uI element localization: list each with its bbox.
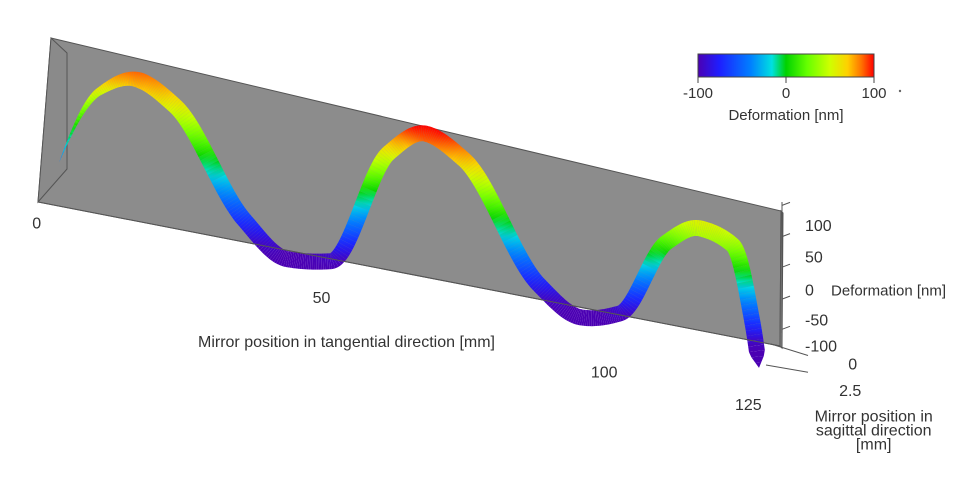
svg-text:-50: -50 [805,312,828,329]
svg-text:125: 125 [735,397,762,414]
svg-text:100: 100 [805,218,832,235]
svg-text:-100: -100 [805,339,837,356]
svg-text:[mm]: [mm] [856,436,892,453]
svg-text:Mirror position in tangential: Mirror position in tangential direction … [198,334,495,351]
svg-text:Deformation [nm]: Deformation [nm] [728,107,843,124]
svg-text:100: 100 [591,365,618,382]
svg-text:50: 50 [313,290,331,307]
svg-text:0: 0 [848,356,857,373]
svg-text:-100: -100 [683,85,713,102]
svg-text:2.5: 2.5 [839,383,861,400]
svg-text:0: 0 [32,216,41,233]
svg-text:100: 100 [861,85,886,102]
svg-text:Deformation [nm]: Deformation [nm] [831,283,946,300]
svg-text:0: 0 [782,85,790,102]
svg-text:50: 50 [805,249,823,266]
svg-text:0: 0 [805,283,814,300]
